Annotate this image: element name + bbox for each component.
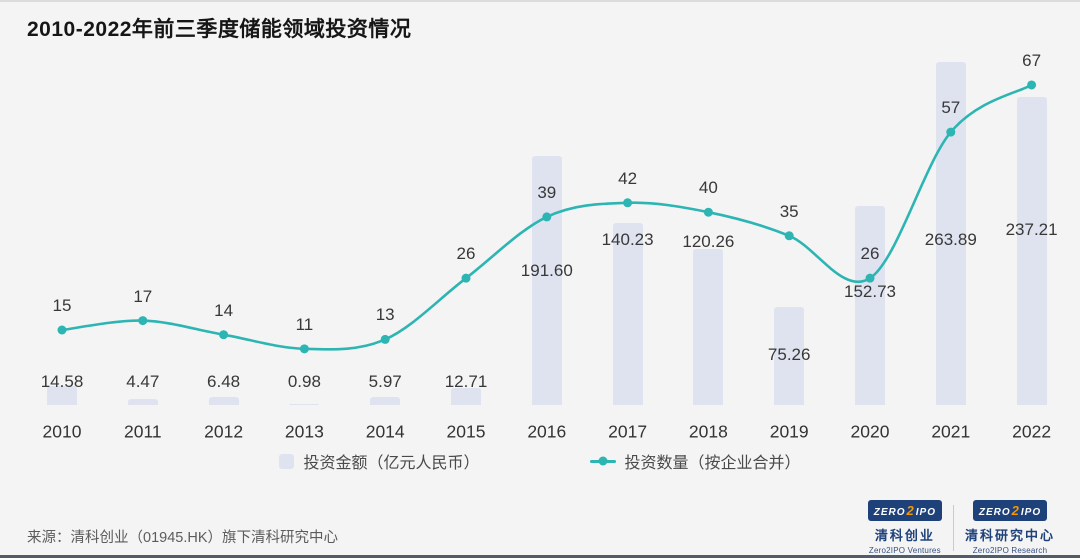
legend-count-label: 投资数量（按企业合并） — [624, 455, 801, 472]
x-tick-2021: 2021 — [931, 421, 971, 442]
bar-value-label: 12.71 — [444, 372, 488, 391]
line-point-2014 — [380, 334, 390, 344]
x-tick-2015: 2015 — [446, 421, 486, 442]
line-value-label: 11 — [295, 314, 314, 334]
bar-value-label: 140.23 — [601, 230, 654, 249]
x-tick-2013: 2013 — [284, 421, 324, 442]
line-point-2013 — [299, 344, 309, 354]
x-tick-2019: 2019 — [769, 421, 809, 442]
bar-2022 — [1016, 96, 1047, 405]
line-point-2015 — [461, 273, 471, 283]
line-point-2012 — [219, 330, 229, 340]
logo-subtitle-ventures: Zero2IPO Ventures — [868, 546, 941, 555]
bar-2011 — [127, 399, 158, 405]
line-value-label: 13 — [375, 305, 395, 325]
line-value-label: 26 — [456, 244, 476, 264]
logo-divider — [952, 504, 954, 551]
line-swatch-icon — [589, 456, 616, 466]
logo-name-research: 清科研究中心 — [964, 528, 1055, 543]
bar-2015 — [451, 388, 481, 405]
bar-2010 — [47, 386, 77, 405]
badge-text-two: 2 — [906, 503, 915, 518]
x-tick-2017: 2017 — [608, 421, 648, 442]
chart-title: 2010-2022年前三季度储能领域投资情况 — [27, 18, 412, 41]
line-swatch-dot-icon — [598, 456, 607, 466]
badge-text-right: IPO — [1020, 507, 1042, 518]
badge-text-two: 2 — [1011, 503, 1020, 518]
x-tick-2022: 2022 — [1012, 421, 1052, 442]
badge-text-left: ZERO — [978, 507, 1011, 518]
x-tick-2016: 2016 — [527, 421, 567, 442]
line-value-label: 15 — [52, 296, 72, 315]
logo-zero2ipo-research: ZERO2IPO 清科研究中心 Zero2IPO Research — [954, 500, 1066, 555]
logo-subtitle-research: Zero2IPO Research — [972, 546, 1048, 555]
logo-zero2ipo-ventures: ZERO2IPO 清科创业 Zero2IPO Ventures — [857, 500, 953, 555]
x-tick-2014: 2014 — [365, 421, 405, 442]
line-value-label: 35 — [779, 201, 799, 221]
line-point-2022 — [1027, 80, 1037, 90]
source-note: 来源：清科创业（01945.HK）旗下清科研究中心 — [27, 530, 338, 546]
bar-value-label: 4.47 — [126, 372, 160, 391]
bottom-border — [0, 555, 1080, 558]
line-value-label: 14 — [214, 300, 234, 320]
bar-value-label: 75.26 — [767, 345, 811, 364]
line-value-label: 40 — [698, 178, 718, 198]
bar-value-label: 5.97 — [368, 372, 402, 391]
badge-text-right: IPO — [915, 507, 936, 518]
legend-item-count: 投资数量（按企业合并） — [589, 449, 801, 473]
top-border — [0, 0, 1080, 2]
bar-swatch-icon — [279, 453, 295, 469]
bar-value-label: 6.48 — [207, 372, 241, 391]
line-value-label: 57 — [941, 98, 961, 118]
line-point-2011 — [138, 316, 148, 326]
line-point-2010 — [57, 325, 67, 335]
x-tick-2018: 2018 — [688, 421, 728, 442]
bar-value-label: 191.60 — [520, 261, 573, 280]
logo-group: ZERO2IPO 清科创业 Zero2IPO Ventures ZERO2IPO… — [857, 500, 1066, 555]
bar-value-label: 152.73 — [844, 282, 896, 301]
bar-value-label: 0.98 — [287, 372, 321, 391]
bar-2013 — [289, 403, 320, 405]
bar-value-label: 14.58 — [40, 372, 84, 391]
line-value-label: 26 — [860, 244, 880, 264]
line-point-2019 — [784, 231, 794, 241]
bar-2012 — [208, 396, 239, 405]
line-value-label: 17 — [133, 286, 153, 306]
bar-value-label: 237.21 — [1005, 220, 1058, 239]
line-value-label: 42 — [618, 168, 638, 188]
legend-amount-label: 投资金额（亿元人民币） — [303, 455, 480, 472]
bar-value-label: 120.26 — [682, 232, 735, 251]
legend-item-amount: 投资金额（亿元人民币） — [279, 449, 480, 473]
x-tick-2010: 2010 — [42, 421, 82, 442]
x-tick-2012: 2012 — [204, 421, 244, 442]
bar-2017 — [612, 222, 643, 405]
line-point-2018 — [703, 207, 713, 217]
legend: 投资金额（亿元人民币） 投资数量（按企业合并） — [0, 449, 1080, 473]
logo-name-ventures: 清科创业 — [874, 528, 935, 543]
badge-text-left: ZERO — [873, 507, 906, 518]
line-value-label: 67 — [1022, 50, 1042, 70]
x-tick-2011: 2011 — [123, 421, 162, 442]
bar-2018 — [693, 248, 724, 405]
bar-2020 — [855, 206, 885, 405]
bar-value-label: 263.89 — [924, 230, 977, 249]
zero2ipo-badge-icon: ZERO2IPO — [867, 500, 942, 521]
bar-2014 — [370, 397, 401, 405]
line-point-2017 — [623, 198, 633, 208]
zero2ipo-badge-icon: ZERO2IPO — [972, 500, 1048, 521]
x-tick-2020: 2020 — [850, 421, 890, 442]
line-value-label: 39 — [537, 182, 557, 202]
